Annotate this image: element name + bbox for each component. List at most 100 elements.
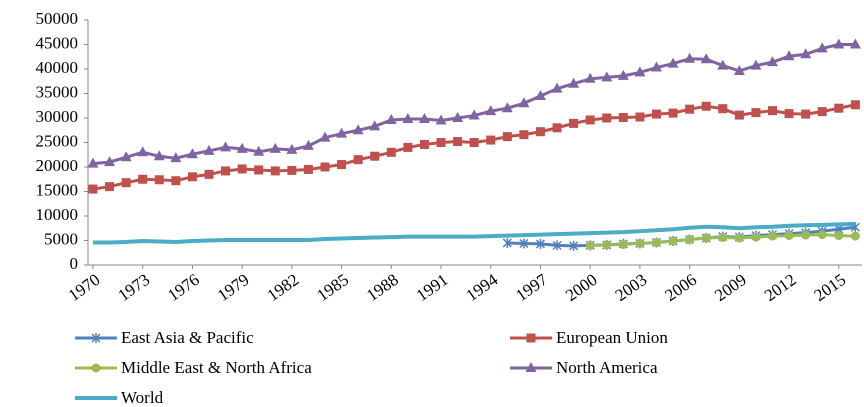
- marker: [485, 105, 497, 116]
- marker: [468, 109, 480, 120]
- marker: [635, 238, 645, 248]
- series: [585, 230, 860, 250]
- marker: [519, 130, 529, 140]
- marker: [568, 77, 580, 88]
- marker: [834, 231, 844, 241]
- marker: [552, 123, 562, 133]
- marker: [253, 145, 265, 156]
- marker: [237, 164, 247, 174]
- y-tick-label: 50000: [36, 9, 79, 28]
- x-tick-label: 2006: [661, 270, 700, 305]
- marker: [302, 139, 314, 150]
- marker: [452, 112, 464, 122]
- marker: [105, 182, 115, 192]
- marker: [370, 151, 380, 161]
- legend-label: World: [121, 388, 164, 407]
- marker: [834, 103, 844, 113]
- legend-item: World: [75, 388, 164, 407]
- marker: [850, 231, 860, 241]
- marker: [685, 235, 695, 245]
- marker: [403, 142, 413, 152]
- marker: [833, 38, 845, 49]
- marker: [849, 38, 861, 49]
- marker: [319, 131, 331, 142]
- marker: [535, 238, 545, 249]
- y-tick-label: 5000: [44, 229, 78, 248]
- marker: [269, 142, 281, 153]
- marker: [104, 156, 116, 167]
- marker: [733, 64, 745, 75]
- marker: [618, 239, 628, 249]
- x-tick-label: 2000: [562, 270, 601, 305]
- x-tick-label: 1997: [512, 270, 551, 305]
- marker: [287, 165, 297, 175]
- marker: [801, 109, 811, 119]
- marker: [320, 162, 330, 172]
- marker: [768, 106, 778, 116]
- marker: [617, 69, 629, 80]
- marker: [700, 53, 712, 64]
- marker: [518, 97, 530, 108]
- marker: [602, 240, 612, 250]
- marker: [220, 141, 232, 152]
- marker: [502, 237, 512, 248]
- marker: [618, 113, 628, 123]
- marker: [635, 112, 645, 122]
- marker: [634, 66, 646, 77]
- marker: [469, 138, 479, 147]
- series-line: [92, 221, 856, 245]
- marker: [170, 152, 182, 163]
- y-tick-label: 0: [70, 254, 79, 273]
- x-tick-label: 1976: [164, 270, 203, 305]
- marker: [684, 52, 696, 63]
- x-tick-label: 1991: [413, 270, 452, 305]
- marker: [91, 363, 101, 373]
- marker: [369, 120, 381, 131]
- x-tick-label: 2012: [761, 270, 800, 305]
- marker: [386, 147, 396, 157]
- y-tick-label: 15000: [36, 180, 79, 199]
- marker: [436, 138, 446, 147]
- marker: [651, 237, 661, 247]
- marker: [584, 72, 596, 83]
- x-tick-label: 1970: [65, 270, 104, 305]
- marker: [585, 240, 595, 250]
- marker: [783, 50, 795, 61]
- marker: [121, 178, 131, 188]
- marker: [585, 115, 595, 125]
- series: [92, 221, 856, 245]
- y-tick-label: 25000: [36, 131, 79, 150]
- marker: [668, 236, 678, 246]
- marker: [667, 57, 679, 68]
- marker: [453, 137, 463, 147]
- marker: [718, 104, 728, 114]
- marker: [784, 231, 794, 241]
- x-tick-label: 2009: [711, 270, 750, 305]
- marker: [850, 100, 860, 110]
- legend-item: Middle East & North Africa: [75, 358, 312, 377]
- x-tick-label: 2015: [811, 270, 850, 305]
- legend-label: North America: [556, 358, 658, 377]
- marker: [435, 114, 447, 125]
- marker: [419, 139, 429, 149]
- marker: [254, 165, 264, 175]
- y-tick-label: 10000: [36, 205, 79, 224]
- legend-label: East Asia & Pacific: [121, 328, 254, 347]
- marker: [816, 42, 828, 53]
- marker: [138, 174, 148, 184]
- legend-item: North America: [510, 358, 658, 377]
- marker: [221, 166, 231, 176]
- marker: [502, 132, 512, 142]
- marker: [534, 89, 546, 100]
- marker: [153, 150, 165, 161]
- marker: [353, 155, 363, 165]
- marker: [501, 102, 513, 113]
- marker: [718, 233, 728, 243]
- marker: [800, 48, 812, 59]
- marker: [352, 124, 364, 135]
- marker: [87, 157, 99, 168]
- marker: [784, 109, 794, 119]
- marker: [717, 59, 729, 70]
- marker: [767, 56, 779, 67]
